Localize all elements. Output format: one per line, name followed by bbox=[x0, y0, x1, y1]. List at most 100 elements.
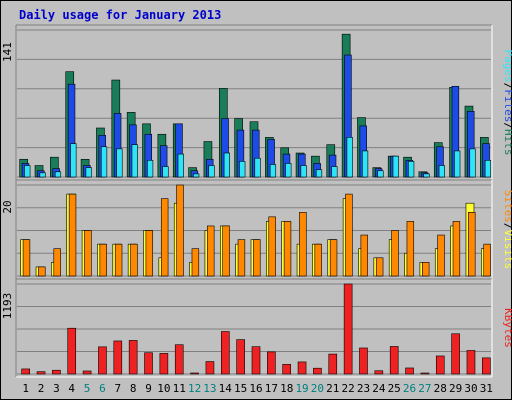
day-label-31: 31 bbox=[480, 382, 493, 395]
bar-sites-day-21 bbox=[329, 239, 338, 277]
bar-pages-day-2 bbox=[39, 172, 46, 178]
bar-sites-day-29 bbox=[452, 221, 461, 277]
bar-sites-day-7 bbox=[114, 243, 123, 277]
legend-part: / bbox=[502, 122, 512, 129]
bar-pages-day-9 bbox=[147, 160, 154, 178]
day-label-24: 24 bbox=[372, 382, 386, 395]
legend-part: / bbox=[502, 83, 512, 90]
bar-sites-day-2 bbox=[38, 266, 46, 277]
bar-kbytes-day-27 bbox=[420, 372, 430, 375]
day-label-17: 17 bbox=[265, 382, 278, 395]
bar-pages-day-22 bbox=[346, 137, 353, 178]
bar-pages-day-12 bbox=[193, 173, 200, 178]
bar-kbytes-day-15 bbox=[236, 339, 245, 375]
bar-sites-day-13 bbox=[207, 225, 215, 277]
bar-sites-day-11 bbox=[176, 184, 184, 277]
bar-sites-day-10 bbox=[160, 198, 169, 277]
bar-sites-day-5 bbox=[84, 230, 92, 277]
day-label-14: 14 bbox=[219, 382, 233, 395]
day-label-12: 12 bbox=[188, 382, 201, 395]
bar-kbytes-day-7 bbox=[113, 340, 123, 375]
ymax-label: 20 bbox=[1, 200, 14, 213]
bar-pages-day-13 bbox=[208, 165, 215, 178]
bar-kbytes-day-18 bbox=[282, 364, 292, 375]
bar-kbytes-day-24 bbox=[374, 370, 384, 375]
bar-pages-day-7 bbox=[116, 148, 123, 178]
bar-pages-day-27 bbox=[423, 173, 430, 178]
bar-pages-day-28 bbox=[438, 165, 445, 178]
bar-pages-day-30 bbox=[469, 148, 476, 178]
day-label-27: 27 bbox=[418, 382, 431, 395]
legend-kbytes: KBytes bbox=[502, 308, 512, 348]
bar-sites-day-16 bbox=[253, 239, 261, 277]
day-label-22: 22 bbox=[342, 382, 355, 395]
bar-sites-day-9 bbox=[145, 230, 154, 277]
bar-kbytes-day-10 bbox=[159, 353, 169, 375]
bar-pages-day-23 bbox=[361, 150, 369, 178]
panel-kbytes: 1193 KBytes bbox=[1, 278, 512, 378]
day-label-29: 29 bbox=[449, 382, 462, 395]
day-label-30: 30 bbox=[464, 382, 477, 395]
legend-sites-visits: Sites/Visits bbox=[502, 190, 512, 270]
bar-sites-day-3 bbox=[53, 248, 61, 277]
bar-pages-day-29 bbox=[454, 150, 461, 178]
bar-kbytes-day-8 bbox=[128, 340, 138, 375]
day-label-18: 18 bbox=[280, 382, 293, 395]
bar-sites-day-31 bbox=[483, 243, 491, 277]
bar-pages-day-31 bbox=[484, 160, 492, 178]
bar-pages-day-25 bbox=[392, 155, 399, 178]
bar-pages-day-6 bbox=[100, 146, 108, 178]
legend-part: / bbox=[502, 223, 512, 230]
bar-sites-day-15 bbox=[237, 239, 246, 277]
bar-sites-day-25 bbox=[391, 230, 399, 277]
bar-sites-day-19 bbox=[299, 212, 307, 277]
day-label-8: 8 bbox=[130, 382, 137, 395]
bar-kbytes-day-21 bbox=[328, 353, 338, 375]
bar-sites-day-18 bbox=[283, 221, 292, 277]
bar-pages-day-24 bbox=[377, 170, 384, 178]
bar-pages-day-4 bbox=[70, 143, 77, 178]
day-label-16: 16 bbox=[249, 382, 262, 395]
bar-kbytes-day-3 bbox=[52, 369, 61, 375]
legend-part: Sites bbox=[502, 190, 512, 223]
bar-sites-day-28 bbox=[437, 234, 445, 277]
day-label-25: 25 bbox=[388, 382, 401, 395]
bar-kbytes-day-2 bbox=[36, 371, 46, 375]
bar-sites-day-20 bbox=[314, 243, 322, 277]
day-label-1: 1 bbox=[22, 382, 29, 395]
bar-pages-day-26 bbox=[408, 161, 415, 178]
bar-kbytes-day-26 bbox=[405, 367, 414, 375]
day-label-6: 6 bbox=[99, 382, 106, 395]
bar-pages-day-1 bbox=[24, 165, 31, 178]
bar-sites-day-6 bbox=[99, 243, 107, 277]
bar-sites-day-26 bbox=[406, 221, 415, 277]
bar-kbytes-day-17 bbox=[267, 351, 276, 375]
bar-pages-day-17 bbox=[269, 164, 277, 178]
bar-kbytes-day-30 bbox=[466, 350, 476, 375]
bar-pages-day-3 bbox=[54, 171, 62, 178]
ymax-label: 1193 bbox=[1, 293, 14, 320]
bar-sites-day-24 bbox=[375, 257, 384, 277]
bar-kbytes-day-1 bbox=[21, 368, 30, 375]
day-label-21: 21 bbox=[326, 382, 339, 395]
bar-kbytes-day-16 bbox=[251, 346, 261, 375]
bar-pages-day-19 bbox=[300, 165, 307, 178]
day-label-10: 10 bbox=[157, 382, 170, 395]
bar-kbytes-day-22 bbox=[343, 283, 353, 375]
bar-pages-day-10 bbox=[162, 166, 169, 178]
bar-sites-day-8 bbox=[130, 243, 138, 277]
bar-sites-day-14 bbox=[222, 225, 230, 277]
bar-sites-day-22 bbox=[345, 193, 353, 277]
day-label-5: 5 bbox=[84, 382, 91, 395]
legend-pages-files-hits: Pages/Files/Hits bbox=[502, 50, 512, 156]
bar-pages-day-20 bbox=[315, 169, 323, 178]
legend-part: KBytes bbox=[502, 308, 512, 348]
day-label-26: 26 bbox=[403, 382, 416, 395]
bar-kbytes-day-14 bbox=[220, 331, 230, 375]
day-label-13: 13 bbox=[203, 382, 216, 395]
bar-kbytes-day-28 bbox=[435, 355, 445, 375]
day-label-11: 11 bbox=[173, 382, 186, 395]
day-label-3: 3 bbox=[53, 382, 60, 395]
bar-sites-day-30 bbox=[468, 212, 476, 277]
